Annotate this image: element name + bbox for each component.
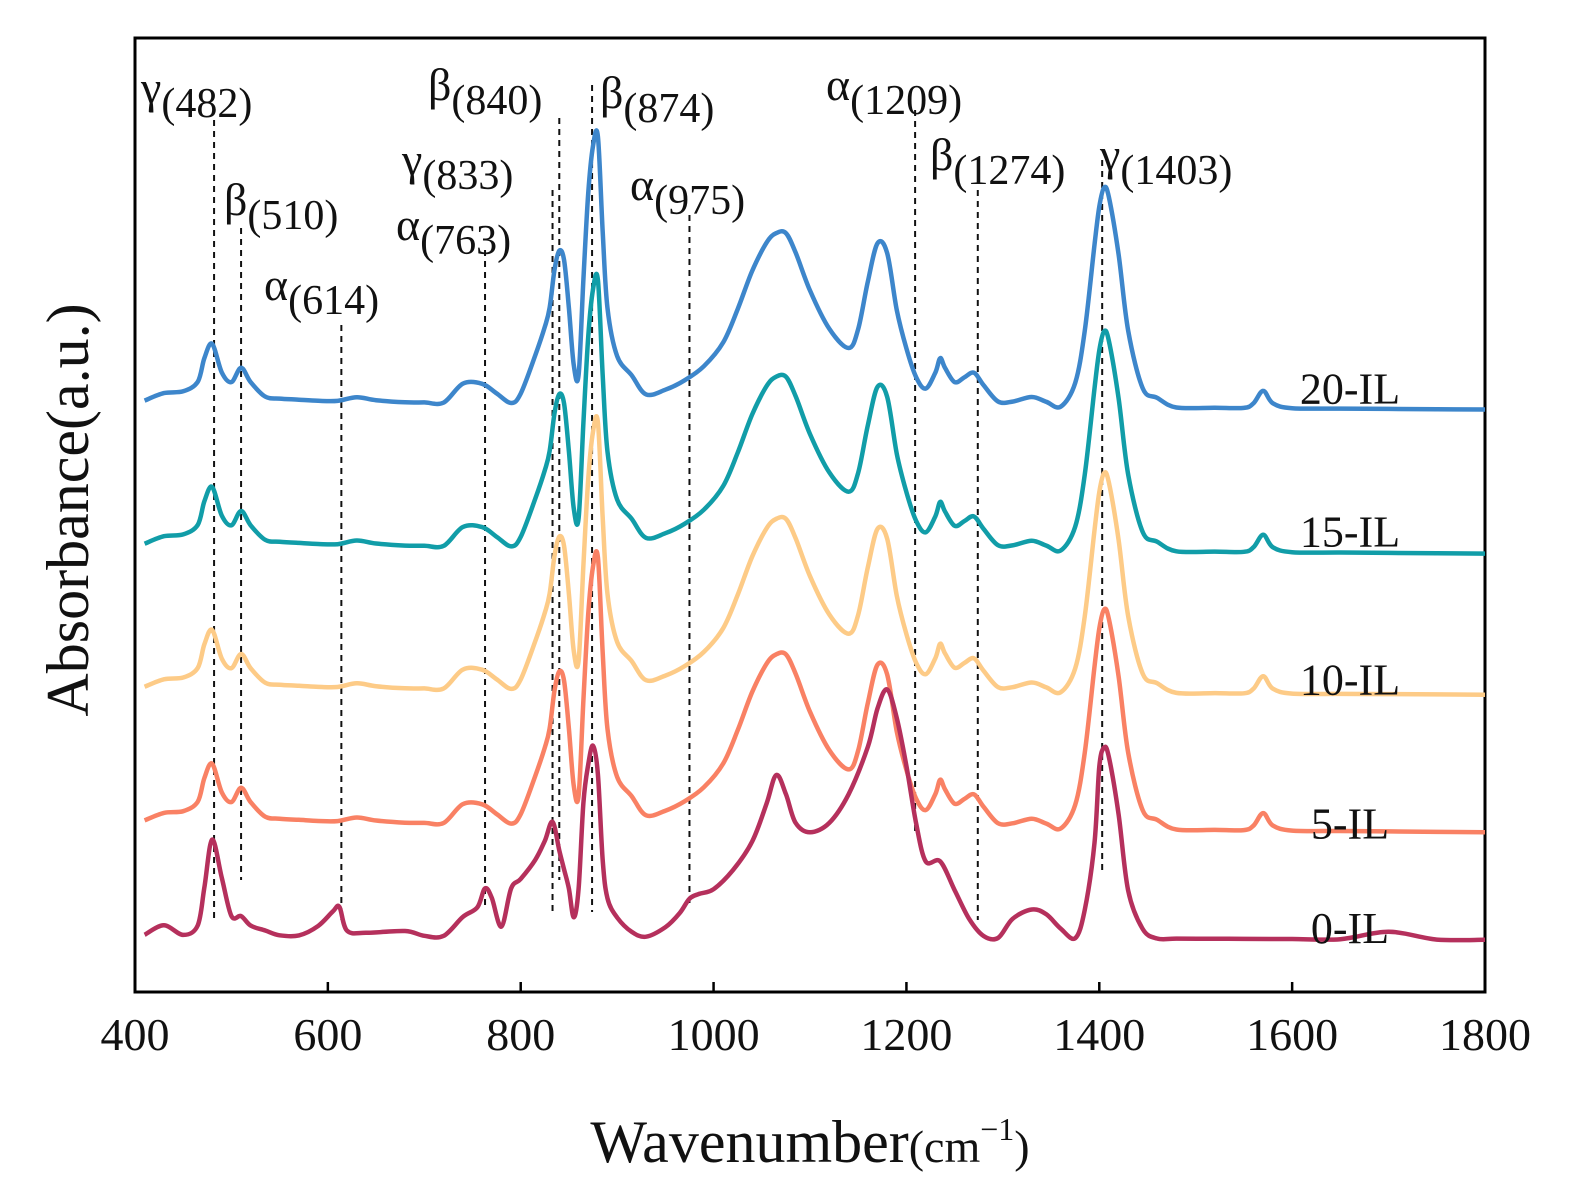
annotation-symbol: α <box>630 159 654 210</box>
annotation-wavenumber: (614) <box>288 278 379 324</box>
annotation-wavenumber: (482) <box>161 81 252 127</box>
series-layer <box>143 128 1486 943</box>
series-label-5-IL: 5-IL <box>1311 799 1389 848</box>
x-tick-label: 1200 <box>860 1009 952 1060</box>
x-axis-title-main: Wavenumber <box>590 1109 908 1175</box>
annotation-label: β(1274) <box>930 129 1065 194</box>
annotation-symbol: β <box>600 67 623 118</box>
annotation-symbol: γ <box>401 134 422 185</box>
x-axis-title-close: ) <box>1014 1121 1029 1172</box>
annotation-symbol: β <box>930 129 953 180</box>
plot-border <box>133 36 1487 994</box>
x-axis-ticks: 400 600 800 1000 1200 1400 1600 1800 <box>101 982 1531 1060</box>
annotation-wavenumber: (1274) <box>953 148 1065 194</box>
x-tick-label: 400 <box>101 1009 170 1060</box>
x-tick-label: 600 <box>293 1009 362 1060</box>
x-axis-title-unit: (cm <box>909 1121 981 1172</box>
annotation-wavenumber: (874) <box>623 86 714 132</box>
annotation-label: α(1209) <box>826 59 962 124</box>
plot-frame <box>133 36 1487 994</box>
x-tick-label: 1800 <box>1439 1009 1531 1060</box>
annotation-label: γ(482) <box>140 62 252 127</box>
annotation-symbol: α <box>264 259 288 310</box>
annotation-wavenumber: (1209) <box>850 78 962 124</box>
x-tick-label: 1000 <box>668 1009 760 1060</box>
annotation-label: γ(833) <box>401 134 513 199</box>
series-line-0-IL <box>143 687 1486 943</box>
annotation-wavenumber: (833) <box>422 153 513 199</box>
annotation-labels: γ(482)β(510)α(614)α(763)γ(833)β(840) β(87… <box>140 59 1232 324</box>
annotation-symbol: γ <box>140 62 161 113</box>
series-line-5-IL <box>143 549 1486 835</box>
annotation-symbol: β <box>224 174 247 225</box>
x-tick-label: 1400 <box>1053 1009 1145 1060</box>
series-label-0-IL: 0-IL <box>1311 904 1389 953</box>
series-labels: 20-IL 15-IL 10-IL 5-IL 0-IL <box>1300 365 1400 953</box>
series-line-15-IL <box>143 271 1486 556</box>
annotation-symbol: γ <box>1099 129 1120 180</box>
annotation-label: α(763) <box>396 199 511 264</box>
x-tick-label: 1600 <box>1246 1009 1338 1060</box>
series-line-10-IL <box>143 414 1486 697</box>
annotation-symbol: α <box>396 199 420 250</box>
annotation-symbol: α <box>826 59 850 110</box>
annotation-label: β(874) <box>600 67 714 132</box>
x-axis-title-exponent: −1 <box>980 1111 1014 1147</box>
series-label-20-IL: 20-IL <box>1300 365 1400 414</box>
series-label-15-IL: 15-IL <box>1300 508 1400 557</box>
annotation-label: α(975) <box>630 159 745 224</box>
annotation-label: β(840) <box>428 59 542 124</box>
series-line-20-IL <box>143 128 1486 412</box>
annotation-label: γ(1403) <box>1099 129 1232 194</box>
y-axis-title: Absorbance(a.u.) <box>35 303 101 716</box>
annotation-wavenumber: (510) <box>247 193 338 239</box>
x-axis-title: Wavenumber(cm−1) <box>590 1109 1029 1175</box>
annotation-symbol: β <box>428 59 451 110</box>
annotation-wavenumber: (1403) <box>1120 148 1232 194</box>
annotation-label: α(614) <box>264 259 379 324</box>
annotation-wavenumber: (840) <box>451 78 542 124</box>
annotation-wavenumber: (763) <box>420 218 511 264</box>
series-label-10-IL: 10-IL <box>1300 656 1400 705</box>
annotation-label: β(510) <box>224 174 338 239</box>
x-tick-label: 800 <box>486 1009 555 1060</box>
annotation-wavenumber: (975) <box>654 178 745 224</box>
